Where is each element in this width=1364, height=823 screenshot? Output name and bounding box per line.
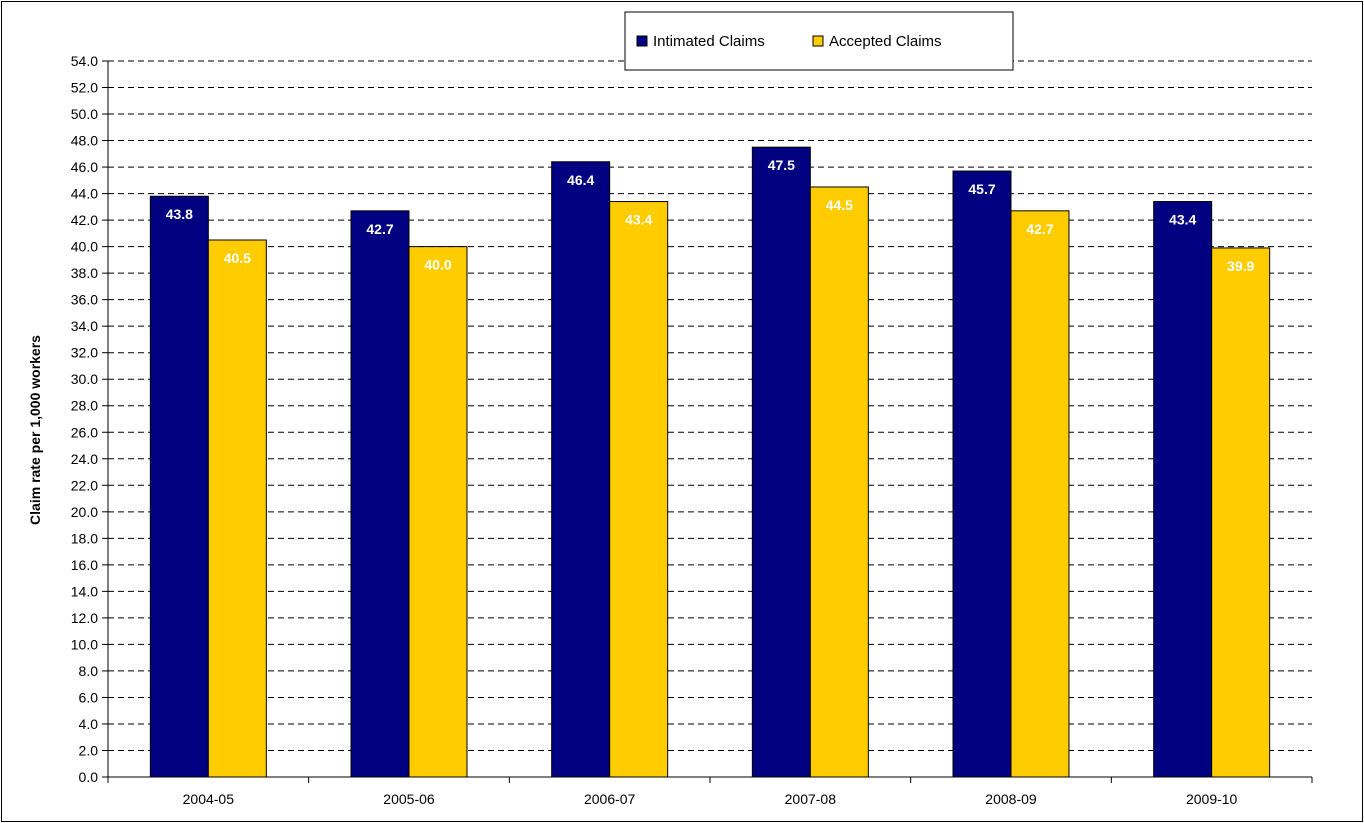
y-tick-label: 38.0 [71, 265, 98, 281]
y-tick-label: 4.0 [79, 716, 99, 732]
data-label: 43.4 [1169, 212, 1196, 228]
x-tick-label: 2006-07 [584, 791, 636, 807]
bar-intimated [551, 161, 611, 778]
y-tick-label: 52.0 [71, 80, 98, 96]
legend-label-intimated: Intimated Claims [653, 33, 765, 50]
bar-accepted [408, 246, 468, 778]
data-label: 42.7 [366, 221, 393, 237]
bar-intimated [350, 210, 410, 778]
y-tick-label: 8.0 [79, 663, 99, 679]
x-tick-label: 2007-08 [785, 791, 837, 807]
bar-intimated [1153, 201, 1213, 778]
y-tick-label: 44.0 [71, 186, 98, 202]
y-tick-label: 6.0 [79, 689, 99, 705]
x-axis-tick-labels: 2004-05 2005-06 2006-07 2007-08 2008-09 2009-… [183, 791, 1238, 807]
y-tick-label: 30.0 [71, 371, 98, 387]
data-label: 46.4 [567, 172, 594, 188]
data-label: 43.8 [166, 206, 193, 222]
x-tick-label: 2008-09 [985, 791, 1037, 807]
bar-accepted [1010, 210, 1070, 778]
legend-swatch-intimated [636, 35, 648, 47]
y-tick-label: 22.0 [71, 477, 98, 493]
bar-intimated [751, 146, 811, 778]
y-tick-label: 2.0 [79, 742, 99, 758]
y-tick-label: 48.0 [71, 133, 98, 149]
y-tick-label: 20.0 [71, 504, 98, 520]
y-tick-label: 42.0 [71, 212, 98, 228]
y-tick-label: 14.0 [71, 583, 98, 599]
y-tick-label: 34.0 [71, 318, 98, 334]
x-tick-label: 2005-06 [383, 791, 435, 807]
data-label: 39.9 [1227, 258, 1254, 274]
data-label: 42.7 [1026, 221, 1053, 237]
x-tick-label: 2004-05 [183, 791, 235, 807]
y-tick-label: 16.0 [71, 557, 98, 573]
y-tick-label: 18.0 [71, 530, 98, 546]
bar-accepted [207, 239, 267, 778]
y-tick-label: 46.0 [71, 159, 98, 175]
data-label: 43.4 [625, 212, 652, 228]
y-tick-label: 0.0 [79, 769, 99, 785]
legend-swatch-accepted [812, 35, 824, 47]
bar-accepted [609, 201, 669, 778]
y-tick-label: 24.0 [71, 451, 98, 467]
data-label: 40.0 [424, 257, 451, 273]
y-axis-label: Claim rate per 1,000 workers [27, 335, 43, 525]
y-tick-label: 36.0 [71, 292, 98, 308]
bars: 43.8 40.5 42.7 40.0 46.4 43.4 47.5 44.5 45.7 42.7… [149, 146, 1271, 778]
bar-intimated [952, 170, 1012, 778]
x-tick-label: 2009-10 [1186, 791, 1238, 807]
data-label: 40.5 [224, 250, 251, 266]
data-label: 45.7 [968, 181, 995, 197]
y-tick-label: 40.0 [71, 239, 98, 255]
data-label: 44.5 [826, 197, 853, 213]
y-tick-label: 10.0 [71, 636, 98, 652]
axes [102, 60, 1313, 783]
bar-accepted [809, 186, 869, 778]
y-tick-label: 28.0 [71, 398, 98, 414]
data-label: 47.5 [768, 157, 795, 173]
y-tick-label: 26.0 [71, 424, 98, 440]
bar-intimated [149, 195, 209, 778]
y-tick-label: 12.0 [71, 610, 98, 626]
legend: Intimated Claims Accepted Claims [624, 11, 1014, 71]
y-tick-label: 50.0 [71, 106, 98, 122]
gridlines [108, 60, 1312, 751]
legend-label-accepted: Accepted Claims [829, 33, 942, 50]
bar-accepted [1211, 247, 1271, 778]
y-tick-label: 32.0 [71, 345, 98, 361]
y-tick-label: 54.0 [71, 53, 98, 69]
y-axis-tick-labels: 0.0 2.0 4.0 6.0 8.0 10.0 12.0 14.0 16.0 18.0 20.0 2… [71, 53, 98, 785]
